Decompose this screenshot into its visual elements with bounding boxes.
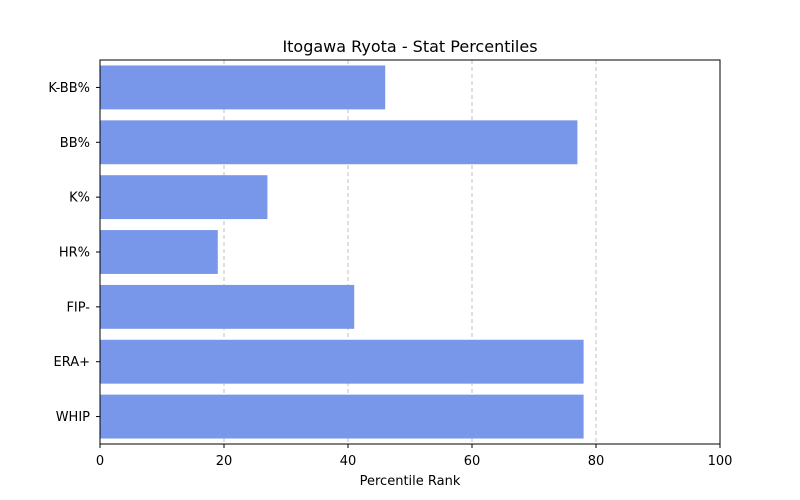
bar-era xyxy=(100,339,584,384)
y-tick-label-k-bb: K-BB% xyxy=(48,81,90,96)
x-tick-label-100: 100 xyxy=(708,454,733,469)
x-tick-label-40: 40 xyxy=(340,454,357,469)
x-axis-label: Percentile Rank xyxy=(360,474,461,489)
x-tick-label-80: 80 xyxy=(588,454,605,469)
x-tick-label-0: 0 xyxy=(96,454,104,469)
x-axis: 0 20 40 60 80 100 xyxy=(96,444,733,469)
bar-hr xyxy=(100,230,218,274)
bar-fip xyxy=(100,284,355,329)
y-tick-label-bb: BB% xyxy=(60,136,90,151)
y-tick-label-era: ERA+ xyxy=(53,355,90,370)
grid xyxy=(223,60,597,444)
x-tick-label-20: 20 xyxy=(216,454,233,469)
y-tick-label-hr: HR% xyxy=(59,246,90,261)
x-tick-label-60: 60 xyxy=(464,454,481,469)
y-axis: K-BB% BB% K% HR% FIP- ERA+ WHIP xyxy=(48,81,100,425)
bar-k-bb xyxy=(100,65,386,110)
y-tick-label-k: K% xyxy=(69,191,90,206)
bar-bb xyxy=(100,120,578,165)
chart-title: Itogawa Ryota - Stat Percentiles xyxy=(282,37,537,56)
bars xyxy=(100,65,584,439)
bar-whip xyxy=(100,394,584,439)
y-tick-label-fip: FIP- xyxy=(66,300,90,315)
bar-k xyxy=(100,175,268,220)
y-tick-label-whip: WHIP xyxy=(56,410,90,425)
